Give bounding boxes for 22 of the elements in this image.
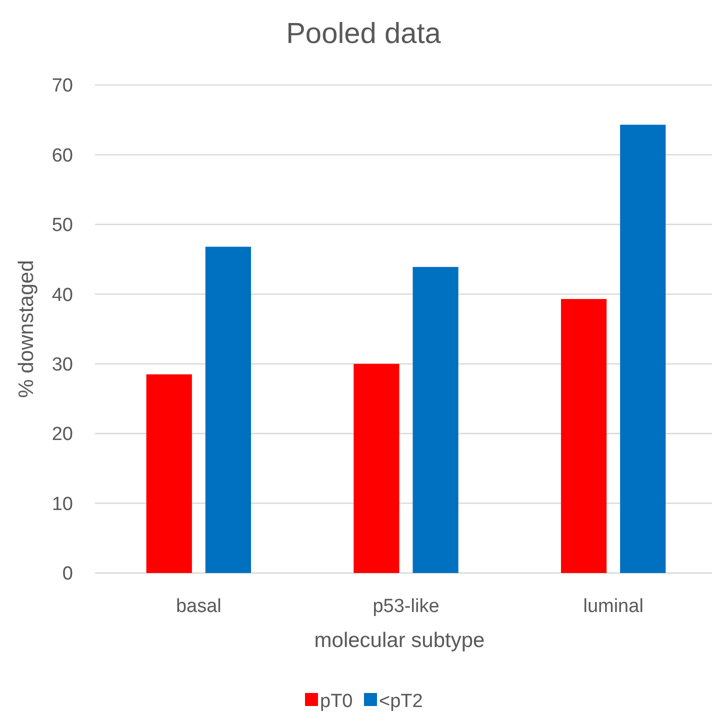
y-tick-label: 60 — [52, 145, 73, 166]
x-tick-label: luminal — [583, 596, 644, 617]
y-tick-label: 20 — [52, 424, 73, 446]
y-tick-label: 10 — [52, 494, 73, 515]
bar — [560, 299, 607, 573]
x-axis-title: molecular subtype — [314, 629, 485, 652]
x-tick-label: p53-like — [372, 596, 440, 617]
bar — [205, 246, 252, 573]
y-tick-label: 70 — [52, 76, 73, 97]
legend-label: pT0 — [320, 691, 353, 712]
bar — [620, 124, 666, 573]
y-tick-label: 50 — [52, 215, 73, 236]
bar — [354, 364, 400, 573]
y-tick-label: 40 — [52, 284, 73, 306]
bar — [412, 266, 458, 573]
y-tick-label: 30 — [52, 354, 73, 376]
chart-title: Pooled data — [286, 18, 442, 50]
y-tick-label: 0 — [62, 564, 73, 585]
bar — [146, 374, 192, 573]
legend-label: <pT2 — [379, 691, 423, 712]
x-tick-label: basal — [176, 596, 222, 617]
y-axis-title: % downstaged — [15, 260, 38, 398]
